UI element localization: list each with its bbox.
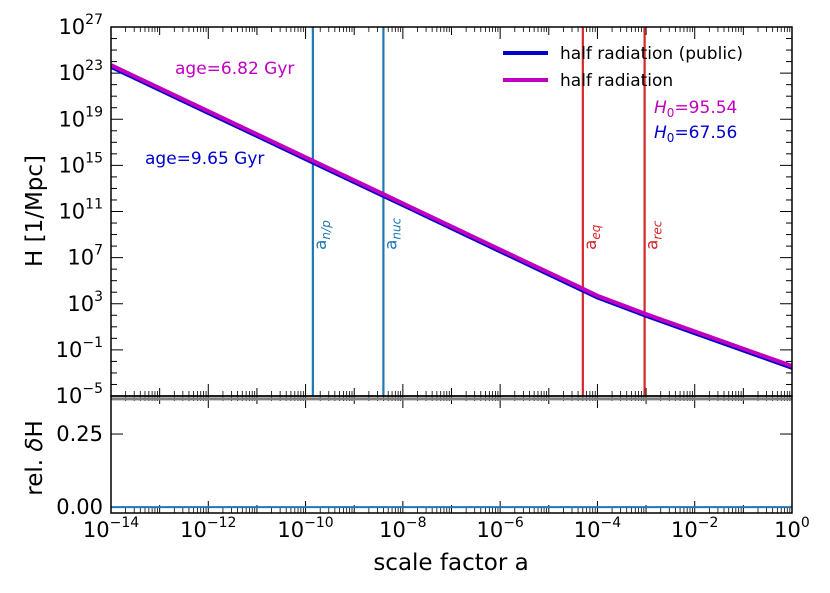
top-y-tick-exponent: 27 — [85, 12, 103, 28]
top-y-tick-base: 10 — [58, 200, 85, 224]
x-tick-exponent: −4 — [600, 515, 621, 531]
top-y-tick-label: 1019 — [58, 104, 103, 131]
bottom-ylabel-prefix: rel. — [22, 452, 48, 496]
top-y-tick-label: 10−5 — [56, 381, 103, 408]
x-tick-label: 10−14 — [83, 515, 139, 542]
x-tick-label: 10−2 — [671, 515, 718, 542]
h0-public-value: =67.56 — [674, 123, 737, 143]
top-ticks — [110, 26, 793, 397]
x-tick-label: 10−10 — [277, 515, 333, 542]
top-y-tick-label: 1015 — [58, 150, 103, 177]
top-y-tick-base: 10 — [58, 107, 85, 131]
bottom-ylabel-delta: δ — [22, 438, 48, 452]
h0-half-value: =95.54 — [674, 98, 737, 118]
top-panel-frame — [110, 26, 793, 397]
x-tick-label: 10−12 — [180, 515, 236, 542]
x-tick-exponent: −8 — [406, 515, 427, 531]
top-y-tick-base: 10 — [67, 292, 94, 316]
x-tick-base: 10 — [574, 518, 601, 542]
x-axis-label: scale factor a — [373, 550, 528, 576]
x-tick-base: 10 — [180, 518, 207, 542]
x-tick-exponent: 0 — [801, 515, 810, 531]
top-y-tick-base: 10 — [58, 61, 85, 85]
top-y-tick-exponent: −5 — [82, 381, 103, 397]
legend: half radiation (public) half radiation — [503, 44, 743, 91]
top-y-tick-base: 10 — [56, 338, 83, 362]
top-y-tick-base: 10 — [56, 384, 83, 408]
bottom-panel-frame — [110, 395, 793, 514]
legend-label-public: half radiation (public) — [560, 44, 743, 64]
vline-label-sub: n/p — [319, 220, 333, 240]
vline-label-rec: arec — [643, 220, 665, 250]
x-tick-base: 10 — [277, 518, 304, 542]
top-y-tick-exponent: 15 — [85, 150, 103, 166]
age-public-annotation: age=9.65 Gyr — [145, 149, 264, 169]
top-y-tick-base: 10 — [67, 246, 94, 270]
top-y-axis-label: H [1/Mpc] — [22, 155, 48, 267]
top-y-tick-label: 1023 — [58, 58, 103, 85]
series-line-half — [110, 63, 793, 368]
vline-label-base: a — [311, 240, 331, 250]
top-y-tick-exponent: 19 — [85, 104, 103, 120]
x-tick-label: 100 — [774, 515, 810, 542]
x-tick-label: 10−8 — [379, 515, 426, 542]
x-tick-label: 10−6 — [476, 515, 523, 542]
bottom-ticks — [110, 396, 793, 513]
top-y-tick-base: 10 — [58, 15, 85, 39]
h0-public-symbol: H — [654, 123, 667, 143]
x-tick-base: 10 — [476, 518, 503, 542]
bottom-y-tick-label: 0.25 — [56, 422, 103, 446]
bottom-panel: 0.000.25 rel. δH 10−14 10−12 10−10 10−8 10−6… — [22, 395, 810, 576]
x-tick-exponent: −10 — [304, 515, 334, 531]
x-tick-labels: 10−14 10−12 10−10 10−8 10−6 10−4 10−2 100 — [83, 515, 810, 542]
x-tick-exponent: −2 — [698, 515, 719, 531]
x-tick-exponent: −14 — [110, 515, 140, 531]
vline-label-sub: eq — [589, 224, 603, 239]
top-y-tick-label: 1027 — [58, 12, 103, 39]
x-tick-base: 10 — [671, 518, 698, 542]
age-half-annotation: age=6.82 Gyr — [175, 59, 294, 79]
x-tick-exponent: −6 — [503, 515, 524, 531]
h0-half-annotation: H0=95.54 — [654, 98, 737, 120]
h0-half-symbol: H — [654, 98, 667, 118]
x-tick-base: 10 — [379, 518, 406, 542]
top-y-tick-exponent: 23 — [85, 58, 103, 74]
top-y-tick-label: 1011 — [58, 197, 103, 224]
top-series — [110, 63, 793, 370]
vline-label-sub: nuc — [389, 217, 403, 239]
bottom-series — [111, 397, 792, 509]
bottom-ylabel-suffix: H — [22, 420, 48, 437]
x-tick-base: 10 — [83, 518, 110, 542]
vline-label-base: a — [643, 240, 663, 250]
top-y-tick-label: 103 — [67, 289, 103, 316]
vline-label-base: a — [581, 240, 601, 250]
vline-label-eq: aeq — [581, 224, 603, 250]
vline-label-sub: rec — [651, 220, 665, 239]
vline-label-np: an/p — [311, 220, 333, 250]
bottom-y-tick-label: 0.00 — [56, 495, 103, 519]
top-y-tick-exponent: 3 — [94, 289, 103, 305]
top-y-tick-label: 107 — [67, 243, 103, 270]
top-y-tick-base: 10 — [58, 153, 85, 177]
x-tick-exponent: −12 — [207, 515, 237, 531]
bottom-y-tick-labels: 0.00 0.25 — [56, 422, 103, 519]
bottom-y-axis-label: rel. δH — [22, 420, 48, 496]
x-tick-base: 10 — [774, 518, 801, 542]
h0-public-annotation: H0=67.56 — [654, 123, 737, 145]
top-y-tick-exponent: 7 — [94, 243, 103, 259]
top-y-tick-exponent: 11 — [85, 197, 103, 213]
top-y-tick-exponent: −1 — [82, 335, 103, 351]
h0-public-sub: 0 — [667, 131, 675, 145]
x-tick-label: 10−4 — [574, 515, 621, 542]
vline-label-nuc: anuc — [381, 217, 403, 250]
series-line-public — [110, 66, 793, 370]
top-y-tick-label: 10−1 — [56, 335, 103, 362]
h0-half-sub: 0 — [667, 106, 675, 120]
vline-label-base: a — [381, 240, 401, 250]
legend-label-half: half radiation — [560, 71, 673, 91]
